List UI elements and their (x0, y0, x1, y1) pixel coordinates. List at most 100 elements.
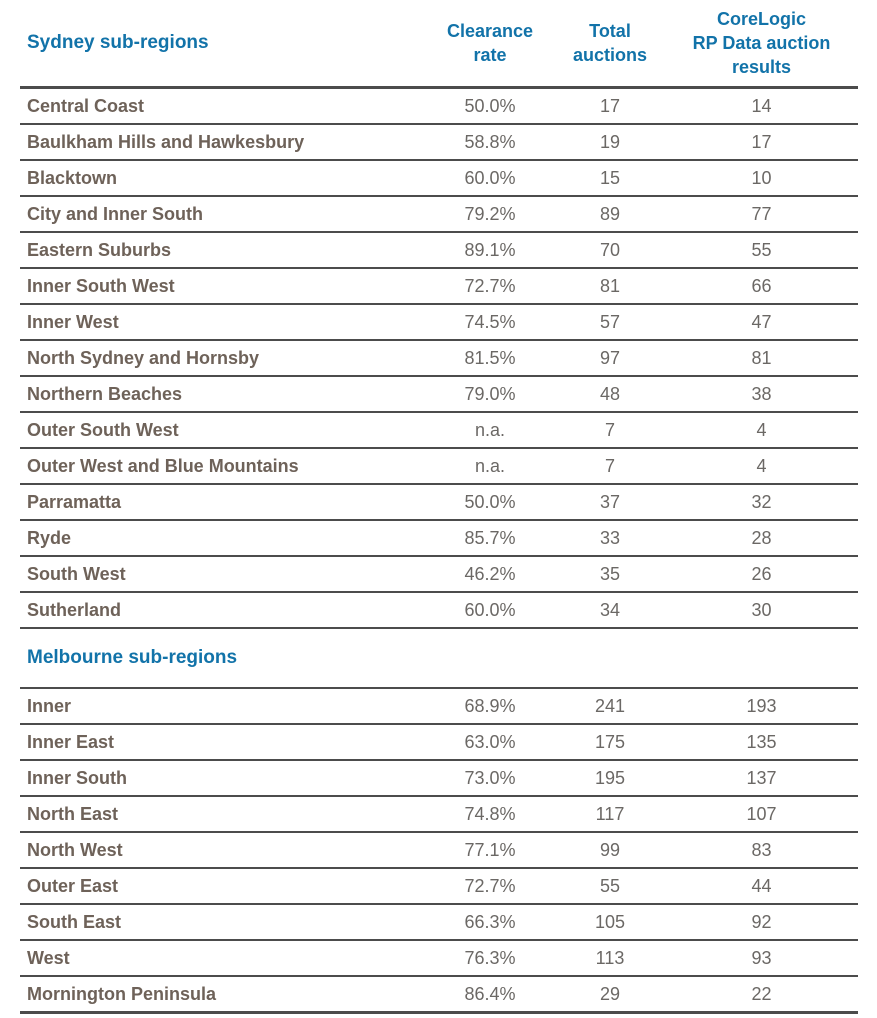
table-row: Inner East 63.0% 175 135 (20, 725, 858, 761)
region-name: West (27, 947, 70, 968)
total-auctions-value: 7 (604, 455, 615, 476)
auction-results-table: Sydney sub-regions Clearance rate Total … (20, 0, 858, 1014)
table-row: South West 46.2% 35 26 (20, 557, 858, 593)
auction-results-value: 135 (746, 731, 777, 752)
region-name: Outer East (27, 875, 119, 896)
auction-results-value: 77 (751, 203, 772, 224)
total-auctions-value: 241 (594, 695, 626, 716)
auction-results-value: 107 (746, 803, 777, 824)
clearance-rate-value: 63.0% (464, 731, 516, 752)
total-auctions-value: 19 (599, 131, 621, 152)
region-name: Inner (27, 695, 72, 716)
region-name: Central Coast (27, 95, 145, 116)
table-row: Inner South West 72.7% 81 66 (20, 269, 858, 305)
table-row: West 76.3% 113 93 (20, 941, 858, 977)
clearance-rate-value: 66.3% (464, 911, 516, 932)
table-row: Eastern Suburbs 89.1% 70 55 (20, 233, 858, 269)
auction-results-value: 4 (756, 455, 767, 476)
table-row: Outer South West n.a. 7 4 (20, 413, 858, 449)
region-name: Ryde (27, 527, 72, 548)
clearance-rate-value: 68.9% (464, 695, 516, 716)
region-name: Inner East (27, 731, 115, 752)
total-auctions-value: 29 (599, 983, 621, 1004)
column-header-total-auctions: Total auctions (572, 21, 647, 65)
region-name: Blacktown (27, 167, 118, 188)
total-auctions-value: 15 (599, 167, 621, 188)
region-name: Baulkham Hills and Hawkesbury (27, 131, 305, 152)
auction-results-value: 81 (751, 347, 772, 368)
region-name: Inner South (27, 767, 127, 788)
table-row: Parramatta 50.0% 37 32 (20, 485, 858, 521)
table-row: Central Coast 50.0% 17 14 (20, 89, 858, 125)
table-row: North Sydney and Hornsby 81.5% 97 81 (20, 341, 858, 377)
clearance-rate-value: 79.0% (464, 383, 516, 404)
auction-results-value: 137 (746, 767, 777, 788)
total-auctions-value: 105 (594, 911, 626, 932)
clearance-rate-value: 79.2% (464, 203, 516, 224)
clearance-rate-value: 72.7% (464, 275, 516, 296)
region-name: Outer South West (27, 419, 179, 440)
section-title-sydney: Sydney sub-regions (27, 32, 209, 53)
region-name: Sutherland (27, 599, 122, 620)
column-header-corelogic-results: CoreLogic RP Data auction results (692, 9, 831, 77)
total-auctions-value: 7 (604, 419, 615, 440)
table-row: South East 66.3% 105 92 (20, 905, 858, 941)
total-auctions-value: 97 (599, 347, 621, 368)
auction-results-value: 55 (751, 239, 772, 260)
region-name: Outer West and Blue Mountains (27, 455, 299, 476)
clearance-rate-value: 60.0% (464, 167, 516, 188)
auction-results-value: 10 (751, 167, 772, 188)
clearance-rate-value: 50.0% (464, 95, 516, 116)
total-auctions-value: 37 (599, 491, 621, 512)
table-row: Inner West 74.5% 57 47 (20, 305, 858, 341)
table-row: Blacktown 60.0% 15 10 (20, 161, 858, 197)
total-auctions-value: 99 (599, 839, 621, 860)
total-auctions-value: 33 (599, 527, 621, 548)
region-name: Inner South West (27, 275, 175, 296)
region-name: City and Inner South (27, 203, 204, 224)
region-name: Eastern Suburbs (27, 239, 172, 260)
auction-results-value: 92 (751, 911, 772, 932)
table-row: Outer East 72.7% 55 44 (20, 869, 858, 905)
table-row: City and Inner South 79.2% 89 77 (20, 197, 858, 233)
region-name: Mornington Peninsula (27, 983, 216, 1004)
clearance-rate-value: 46.2% (464, 563, 516, 584)
table-row: Ryde 85.7% 33 28 (20, 521, 858, 557)
clearance-rate-value: 58.8% (464, 131, 516, 152)
clearance-rate-value: 86.4% (464, 983, 516, 1004)
total-auctions-value: 175 (594, 731, 626, 752)
total-auctions-value: 35 (599, 563, 621, 584)
column-header-clearance-rate: Clearance rate (446, 21, 534, 65)
region-name: Northern Beaches (27, 383, 183, 404)
section-title-melbourne: Melbourne sub-regions (27, 647, 238, 668)
region-name: North West (27, 839, 123, 860)
region-name: Parramatta (27, 491, 122, 512)
clearance-rate-value: 50.0% (464, 491, 516, 512)
auction-results-value: 47 (751, 311, 772, 332)
clearance-rate-value: 60.0% (464, 599, 516, 620)
auction-results-value: 26 (751, 563, 772, 584)
total-auctions-value: 34 (599, 599, 621, 620)
region-name: North Sydney and Hornsby (27, 347, 260, 368)
auction-results-value: 30 (751, 599, 772, 620)
melbourne-section-rows: Inner 68.9% 241 193 Inner East 63.0% 175 135 Inn… (20, 689, 858, 1014)
auction-results-value: 17 (751, 131, 772, 152)
total-auctions-value: 57 (599, 311, 621, 332)
auction-results-value: 44 (751, 875, 772, 896)
auction-results-value: 38 (751, 383, 772, 404)
total-auctions-value: 70 (599, 239, 621, 260)
clearance-rate-value: 81.5% (464, 347, 516, 368)
melbourne-section-header: Melbourne sub-regions (20, 629, 858, 689)
total-auctions-value: 117 (595, 803, 625, 824)
auction-results-value: 22 (751, 983, 772, 1004)
total-auctions-value: 55 (599, 875, 621, 896)
auction-results-value: 66 (751, 275, 772, 296)
total-auctions-value: 17 (599, 95, 621, 116)
auction-results-value: 83 (751, 839, 772, 860)
auction-results-value: 93 (751, 947, 772, 968)
total-auctions-value: 89 (599, 203, 621, 224)
clearance-rate-value: 74.8% (464, 803, 516, 824)
table-row: Inner 68.9% 241 193 (20, 689, 858, 725)
auction-results-value: 14 (751, 95, 772, 116)
auction-results-value: 4 (756, 419, 767, 440)
